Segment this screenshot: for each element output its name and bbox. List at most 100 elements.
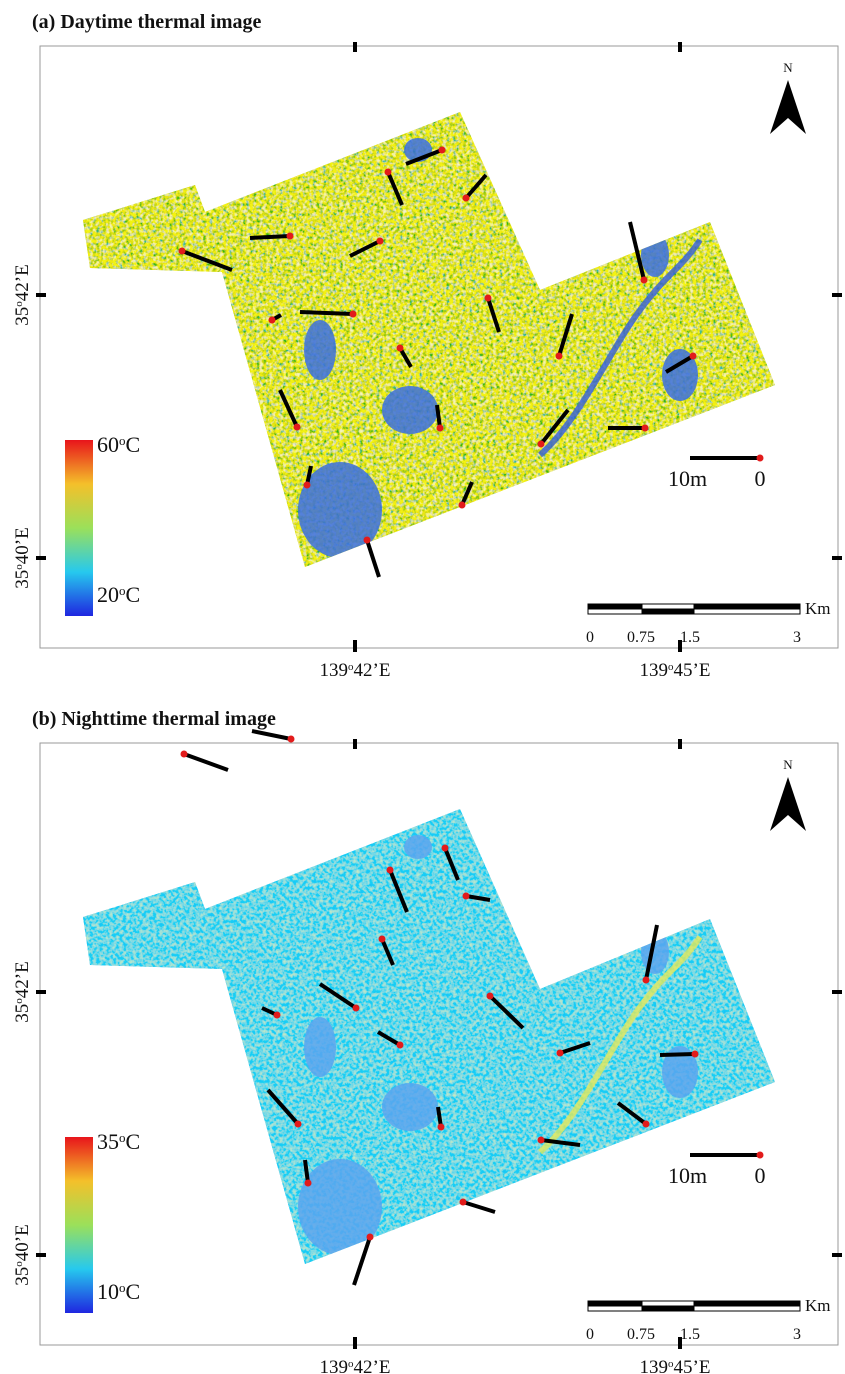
- sample-point: [386, 866, 394, 874]
- vector-line: [266, 1088, 300, 1126]
- sample-point: [349, 310, 357, 318]
- sample-point: [378, 935, 386, 943]
- km-bar: [693, 1305, 801, 1312]
- vector-line: [460, 481, 474, 506]
- vector-line: [303, 1159, 310, 1184]
- sample-point: [303, 481, 311, 489]
- sample-point: [376, 237, 384, 245]
- sample-point: [537, 440, 545, 448]
- km-tick-label: 3: [793, 1326, 801, 1343]
- vector-line: [318, 982, 358, 1010]
- km-bar: [587, 1305, 643, 1312]
- longitude-label: 139o42’E: [320, 660, 391, 681]
- vector-line: [644, 924, 659, 981]
- km-tick-label: 3: [793, 629, 801, 646]
- longitude-label-part: 45’E: [674, 660, 711, 681]
- colorbar-max-part: 60: [97, 432, 119, 457]
- vector-line: [659, 1052, 696, 1057]
- longitude-label-part: 45’E: [674, 1357, 711, 1374]
- water-body: [298, 1159, 382, 1255]
- vector-line: [616, 1101, 648, 1126]
- colorbar-min-part: o: [119, 1280, 126, 1295]
- km-tick-label: 0.75: [627, 1326, 655, 1343]
- longitude-label-part: o: [348, 1358, 354, 1370]
- km-bar: [693, 1300, 801, 1307]
- colorbar-min: 20oC: [97, 582, 140, 607]
- km-tick-label: 0.75: [627, 629, 655, 646]
- sample-point: [304, 1179, 312, 1187]
- latitude-label: 35o40’E: [12, 527, 33, 588]
- north-arrow: [770, 80, 806, 134]
- vector-line: [628, 221, 646, 281]
- map-frame: [39, 742, 839, 1346]
- km-bar: [587, 608, 643, 615]
- colorbar: [65, 1137, 93, 1313]
- latitude-label-part: 35: [12, 570, 33, 589]
- sample-point: [178, 247, 186, 255]
- latitude-label-part: 40’E: [12, 1224, 33, 1261]
- latitude-label-part: 42’E: [12, 264, 33, 301]
- sample-point: [286, 232, 294, 240]
- colorbar-min: 10oC: [97, 1279, 140, 1304]
- vector-line: [559, 1041, 591, 1055]
- vector-line: [405, 148, 443, 166]
- sample-point: [268, 316, 276, 324]
- km-tick-label: 0: [586, 629, 594, 646]
- sample-point: [396, 344, 404, 352]
- latitude-label-part: 35: [12, 1004, 33, 1023]
- scale-length: 10m: [668, 466, 707, 491]
- water-body: [298, 462, 382, 558]
- water-body: [382, 1083, 438, 1131]
- sample-point: [458, 501, 466, 509]
- map-panel: (a) Daytime thermal imageN35o42’E35o40’E…: [12, 11, 842, 681]
- sample-point: [641, 424, 649, 432]
- sample-point: [691, 1050, 699, 1058]
- latitude-label-part: 35: [12, 307, 33, 326]
- panel-title: (b) Nighttime thermal image: [32, 708, 276, 730]
- latitude-label-part: o: [13, 564, 25, 570]
- longitude-label-part: o: [668, 1358, 674, 1370]
- vector-line: [465, 894, 491, 902]
- km-bar: [641, 1305, 695, 1312]
- colorbar-min-part: o: [119, 583, 126, 598]
- latitude-label-part: 35: [12, 1267, 33, 1286]
- vector-line: [539, 408, 570, 446]
- vector-line: [488, 994, 525, 1030]
- colorbar-max-part: o: [119, 433, 126, 448]
- vector-line: [557, 313, 574, 357]
- longitude-label-part: o: [668, 661, 674, 673]
- colorbar-min-part: 20: [97, 582, 119, 607]
- km-bar: [693, 608, 801, 615]
- longitude-label: 139o45’E: [640, 660, 711, 681]
- colorbar-max: 35oC: [97, 1129, 140, 1154]
- km-bar: [641, 1300, 695, 1307]
- vector-line: [181, 249, 233, 272]
- scale-origin: 0: [755, 1163, 766, 1188]
- vector-line: [443, 847, 460, 881]
- sample-point: [293, 423, 301, 431]
- panel-title: (a) Daytime thermal image: [32, 11, 261, 33]
- vector-line: [365, 539, 381, 578]
- sample-point: [366, 1233, 374, 1241]
- river: [538, 238, 703, 458]
- image-texture: [83, 112, 775, 567]
- water-body: [382, 386, 438, 434]
- vector-line: [299, 310, 354, 316]
- sample-point: [556, 1049, 564, 1057]
- sample-point: [642, 1120, 650, 1128]
- colorbar-max: 60oC: [97, 432, 140, 457]
- scale-length: 10m: [668, 1163, 707, 1188]
- water-body: [304, 1017, 336, 1077]
- km-bar: [587, 1300, 643, 1307]
- vector-line: [540, 1138, 581, 1147]
- vector-line: [352, 1236, 372, 1286]
- km-tick-label: 0: [586, 1326, 594, 1343]
- latitude-label: 35o40’E: [12, 1224, 33, 1285]
- vector-line: [380, 938, 395, 966]
- colorbar-min-part: 10: [97, 1279, 119, 1304]
- longitude-label-part: 139: [320, 1357, 349, 1374]
- latitude-label: 35o42’E: [12, 264, 33, 325]
- longitude-label-part: 42’E: [354, 1357, 391, 1374]
- sample-point: [441, 844, 449, 852]
